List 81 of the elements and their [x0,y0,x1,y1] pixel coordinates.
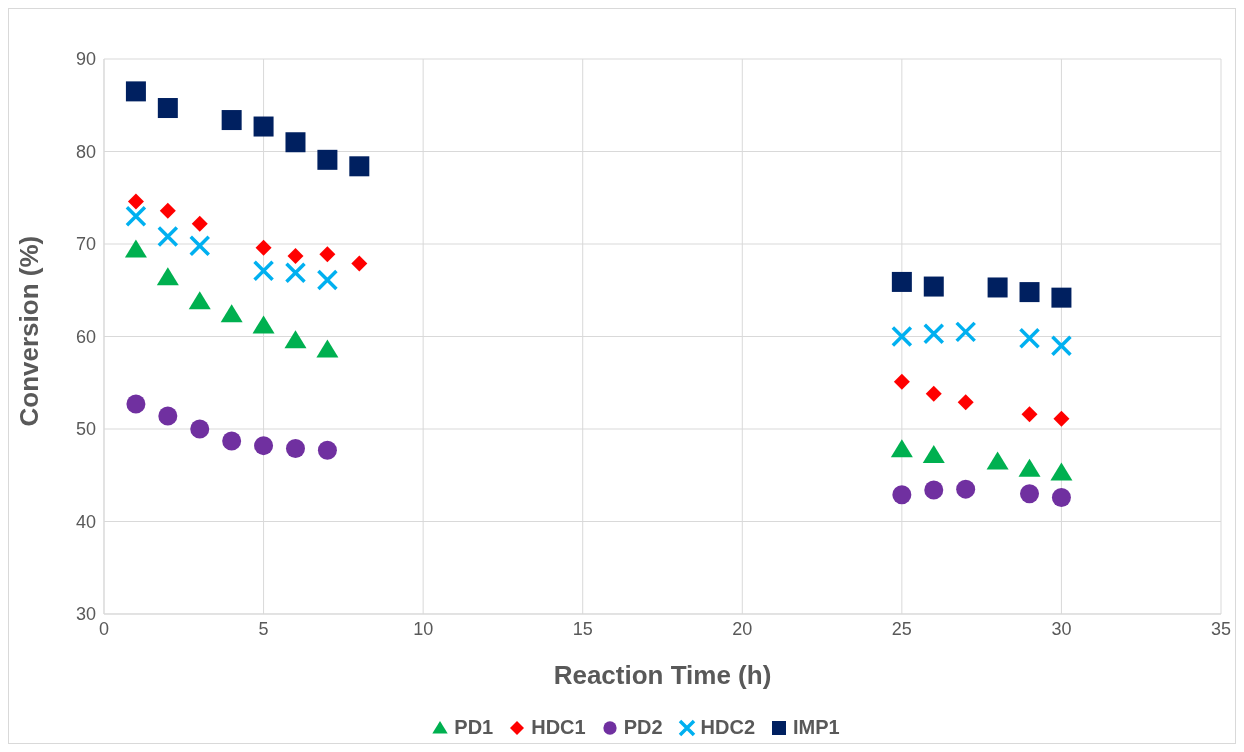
point [319,246,336,263]
point [923,276,944,297]
point [188,235,211,257]
y-tick-label: 40 [75,511,96,532]
point [891,325,913,348]
point [284,261,307,284]
legend-label: PD1 [454,716,494,739]
point [125,205,147,227]
point [1051,287,1072,308]
point [124,239,147,258]
point [1018,458,1041,477]
point [126,394,146,414]
point [316,339,339,358]
y-tick-label: 90 [75,49,96,70]
legend-label: HDC1 [531,716,586,739]
y-tick-label: 30 [75,604,96,625]
point [287,248,304,265]
point [221,110,242,131]
point [1050,335,1073,357]
point [156,267,179,286]
point [892,485,912,505]
point [255,239,272,256]
point [252,260,275,282]
point [1018,327,1041,350]
point [890,439,913,458]
point [1051,487,1071,507]
point [1019,282,1040,303]
point [891,271,912,292]
y-axis-title: Conversion (%) [14,235,45,427]
x-axis-title: Reaction Time (h) [553,660,772,690]
point [1020,484,1040,504]
point [987,277,1008,298]
x-tick-label: 30 [1051,618,1072,639]
point [316,269,339,291]
legend-label: HDC2 [700,716,756,739]
point [159,202,176,219]
point [252,315,275,334]
point [925,385,942,402]
legend-label: IMP1 [793,716,840,739]
point [956,479,976,499]
point [986,451,1009,470]
point [284,330,307,349]
point [253,116,274,137]
point [158,406,178,426]
x-tick-label: 0 [98,618,110,639]
x-tick-label: 5 [258,618,269,639]
point [127,193,144,210]
point [157,225,179,248]
legend-label: PD2 [623,716,663,739]
point [285,132,306,153]
x-tick-label: 10 [413,618,434,639]
point [1053,410,1070,427]
point [220,304,243,323]
y-tick-label: 70 [75,234,96,255]
point [317,440,337,460]
point [954,321,977,343]
point [1050,462,1073,481]
point [349,156,370,177]
point [922,444,945,463]
point [190,419,210,439]
point [157,98,178,119]
point [285,438,305,458]
y-tick-label: 50 [75,419,96,440]
point [1021,406,1038,423]
x-tick-label: 25 [891,618,912,639]
y-tick-label: 60 [75,326,96,347]
point [191,215,208,232]
point [924,480,944,500]
point [188,291,211,310]
point [125,81,146,102]
point [893,373,910,390]
x-tick-label: 15 [572,618,593,639]
x-tick-label: 35 [1210,618,1232,639]
point [923,322,945,345]
point [957,394,974,411]
y-tick-label: 80 [75,141,96,162]
point [222,431,242,451]
point [254,436,274,456]
x-tick-label: 20 [732,618,753,639]
point [317,149,338,170]
point [351,255,368,272]
